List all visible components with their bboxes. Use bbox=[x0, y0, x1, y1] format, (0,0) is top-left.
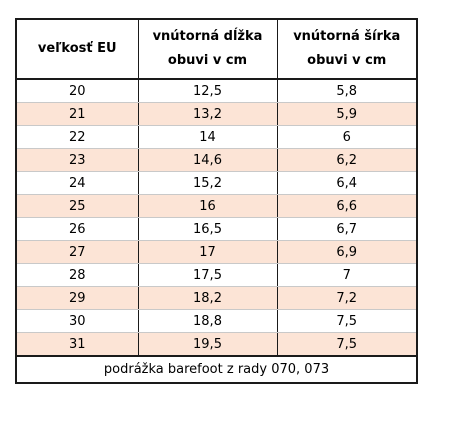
cell-eu-size: 29 bbox=[15, 286, 139, 310]
header-row: veľkosť EU vnútorná dĺžka obuvi v cm vnú… bbox=[15, 18, 418, 80]
cell-eu-size: 25 bbox=[15, 194, 139, 218]
header-inner-width: vnútorná šírka obuvi v cm bbox=[276, 18, 418, 80]
cell-inner-length: 12,5 bbox=[137, 79, 278, 103]
cell-inner-width: 6,4 bbox=[276, 171, 418, 195]
table-row: 27 17 6,9 bbox=[15, 240, 418, 264]
table-row: 28 17,5 7 bbox=[15, 263, 418, 287]
cell-inner-length: 15,2 bbox=[137, 171, 278, 195]
cell-inner-width: 7,5 bbox=[276, 309, 418, 333]
table-row: 20 12,5 5,8 bbox=[15, 79, 418, 103]
cell-inner-width: 6,7 bbox=[276, 217, 418, 241]
size-chart-table: veľkosť EU vnútorná dĺžka obuvi v cm vnú… bbox=[15, 18, 418, 384]
cell-inner-length: 14,6 bbox=[137, 148, 278, 172]
cell-inner-width: 5,9 bbox=[276, 102, 418, 126]
cell-inner-width: 6 bbox=[276, 125, 418, 149]
table-row: 21 13,2 5,9 bbox=[15, 102, 418, 126]
cell-eu-size: 28 bbox=[15, 263, 139, 287]
cell-inner-length: 13,2 bbox=[137, 102, 278, 126]
footnote-row: podrážka barefoot z rady 070, 073 bbox=[15, 356, 418, 384]
cell-eu-size: 20 bbox=[15, 79, 139, 103]
header-eu-size: veľkosť EU bbox=[15, 18, 139, 80]
cell-inner-length: 16 bbox=[137, 194, 278, 218]
cell-eu-size: 22 bbox=[15, 125, 139, 149]
cell-inner-width: 7,2 bbox=[276, 286, 418, 310]
cell-inner-width: 7,5 bbox=[276, 332, 418, 357]
cell-eu-size: 27 bbox=[15, 240, 139, 264]
cell-eu-size: 31 bbox=[15, 332, 139, 357]
cell-inner-length: 18,8 bbox=[137, 309, 278, 333]
cell-inner-length: 18,2 bbox=[137, 286, 278, 310]
cell-eu-size: 30 bbox=[15, 309, 139, 333]
cell-eu-size: 21 bbox=[15, 102, 139, 126]
cell-inner-length: 14 bbox=[137, 125, 278, 149]
cell-inner-width: 6,9 bbox=[276, 240, 418, 264]
cell-inner-length: 17,5 bbox=[137, 263, 278, 287]
header-inner-length: vnútorná dĺžka obuvi v cm bbox=[137, 18, 278, 80]
cell-inner-length: 17 bbox=[137, 240, 278, 264]
cell-inner-width: 6,6 bbox=[276, 194, 418, 218]
table-row: 29 18,2 7,2 bbox=[15, 286, 418, 310]
cell-inner-length: 19,5 bbox=[137, 332, 278, 357]
table-row: 22 14 6 bbox=[15, 125, 418, 149]
table-row: 30 18,8 7,5 bbox=[15, 309, 418, 333]
cell-inner-width: 7 bbox=[276, 263, 418, 287]
table-row: 25 16 6,6 bbox=[15, 194, 418, 218]
table-row: 24 15,2 6,4 bbox=[15, 171, 418, 195]
table-row: 26 16,5 6,7 bbox=[15, 217, 418, 241]
table-row: 31 19,5 7,5 bbox=[15, 332, 418, 357]
table-row: 23 14,6 6,2 bbox=[15, 148, 418, 172]
cell-eu-size: 24 bbox=[15, 171, 139, 195]
footnote: podrážka barefoot z rady 070, 073 bbox=[15, 356, 418, 384]
cell-eu-size: 26 bbox=[15, 217, 139, 241]
cell-eu-size: 23 bbox=[15, 148, 139, 172]
cell-inner-length: 16,5 bbox=[137, 217, 278, 241]
cell-inner-width: 6,2 bbox=[276, 148, 418, 172]
cell-inner-width: 5,8 bbox=[276, 79, 418, 103]
table-body: 20 12,5 5,8 21 13,2 5,9 22 14 6 23 14,6 6,2 24 15,2 6,… bbox=[15, 79, 418, 357]
